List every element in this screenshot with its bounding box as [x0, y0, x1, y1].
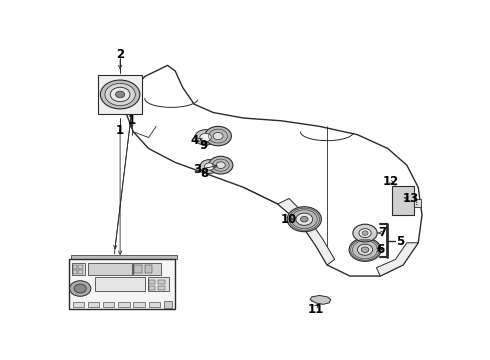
FancyBboxPatch shape [148, 278, 169, 291]
Circle shape [204, 163, 214, 170]
Circle shape [361, 247, 369, 252]
Circle shape [359, 229, 371, 238]
FancyBboxPatch shape [69, 260, 175, 309]
FancyBboxPatch shape [134, 265, 142, 273]
Text: 2: 2 [116, 48, 124, 61]
Circle shape [216, 162, 225, 168]
FancyBboxPatch shape [158, 280, 165, 284]
FancyBboxPatch shape [73, 270, 77, 274]
FancyBboxPatch shape [164, 301, 172, 308]
Polygon shape [310, 296, 331, 304]
Circle shape [200, 159, 219, 174]
FancyBboxPatch shape [148, 302, 160, 307]
FancyBboxPatch shape [78, 265, 82, 269]
Text: 8: 8 [201, 167, 209, 180]
Circle shape [362, 231, 368, 235]
Circle shape [416, 202, 417, 203]
Circle shape [287, 207, 321, 232]
Circle shape [74, 284, 86, 293]
Circle shape [200, 133, 211, 141]
FancyBboxPatch shape [88, 302, 99, 307]
FancyBboxPatch shape [158, 286, 165, 291]
FancyBboxPatch shape [392, 186, 415, 215]
Circle shape [296, 213, 313, 225]
Circle shape [116, 91, 124, 98]
Circle shape [300, 216, 308, 222]
Polygon shape [71, 255, 177, 260]
FancyBboxPatch shape [73, 265, 77, 269]
Circle shape [100, 80, 140, 109]
FancyBboxPatch shape [88, 263, 131, 275]
Text: 1: 1 [127, 114, 136, 127]
Circle shape [70, 281, 91, 296]
Polygon shape [126, 66, 422, 276]
Circle shape [205, 126, 231, 146]
Circle shape [195, 130, 216, 145]
Text: 10: 10 [281, 213, 297, 226]
Text: 1: 1 [116, 124, 124, 137]
FancyBboxPatch shape [103, 302, 115, 307]
Text: 12: 12 [382, 175, 399, 188]
Circle shape [353, 224, 377, 242]
FancyBboxPatch shape [133, 263, 161, 275]
Text: 3: 3 [193, 163, 201, 176]
FancyBboxPatch shape [98, 75, 142, 114]
FancyBboxPatch shape [145, 265, 152, 273]
Circle shape [110, 87, 130, 102]
FancyBboxPatch shape [118, 302, 129, 307]
FancyBboxPatch shape [73, 302, 84, 307]
Text: 7: 7 [378, 226, 386, 239]
Text: 13: 13 [402, 192, 419, 205]
FancyBboxPatch shape [96, 278, 145, 291]
Text: 9: 9 [199, 139, 208, 152]
Text: 11: 11 [308, 303, 324, 316]
Circle shape [105, 84, 135, 105]
FancyBboxPatch shape [133, 302, 145, 307]
Circle shape [209, 156, 233, 174]
Circle shape [358, 244, 373, 255]
FancyBboxPatch shape [148, 286, 155, 291]
FancyBboxPatch shape [415, 199, 421, 207]
FancyBboxPatch shape [72, 263, 85, 275]
Circle shape [416, 199, 417, 201]
Polygon shape [376, 243, 418, 276]
Text: 4: 4 [191, 134, 199, 147]
FancyBboxPatch shape [78, 270, 82, 274]
Circle shape [213, 132, 223, 140]
FancyBboxPatch shape [148, 280, 155, 284]
Text: 5: 5 [396, 235, 404, 248]
Circle shape [349, 238, 381, 261]
Text: 6: 6 [376, 243, 384, 256]
Circle shape [416, 204, 417, 205]
Polygon shape [278, 198, 335, 265]
